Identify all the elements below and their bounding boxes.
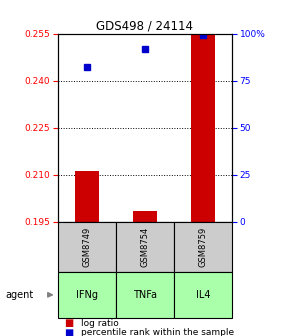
Text: ■: ■: [64, 318, 73, 328]
Title: GDS498 / 24114: GDS498 / 24114: [97, 19, 193, 33]
Text: agent: agent: [6, 290, 34, 300]
Bar: [58, 272, 116, 318]
Text: percentile rank within the sample: percentile rank within the sample: [81, 328, 234, 336]
Text: GSM8754: GSM8754: [140, 227, 150, 267]
Bar: [116, 222, 174, 272]
Bar: [174, 272, 232, 318]
Text: log ratio: log ratio: [81, 319, 119, 328]
Text: IFNg: IFNg: [76, 290, 98, 300]
Bar: [133, 211, 157, 222]
Bar: [58, 222, 116, 272]
Text: GSM8759: GSM8759: [198, 227, 208, 267]
Text: IL4: IL4: [196, 290, 210, 300]
Text: GSM8749: GSM8749: [82, 227, 92, 267]
Bar: [75, 171, 99, 222]
Text: ■: ■: [64, 328, 73, 336]
Bar: [116, 272, 174, 318]
Bar: [191, 33, 215, 222]
Bar: [174, 222, 232, 272]
Text: TNFa: TNFa: [133, 290, 157, 300]
